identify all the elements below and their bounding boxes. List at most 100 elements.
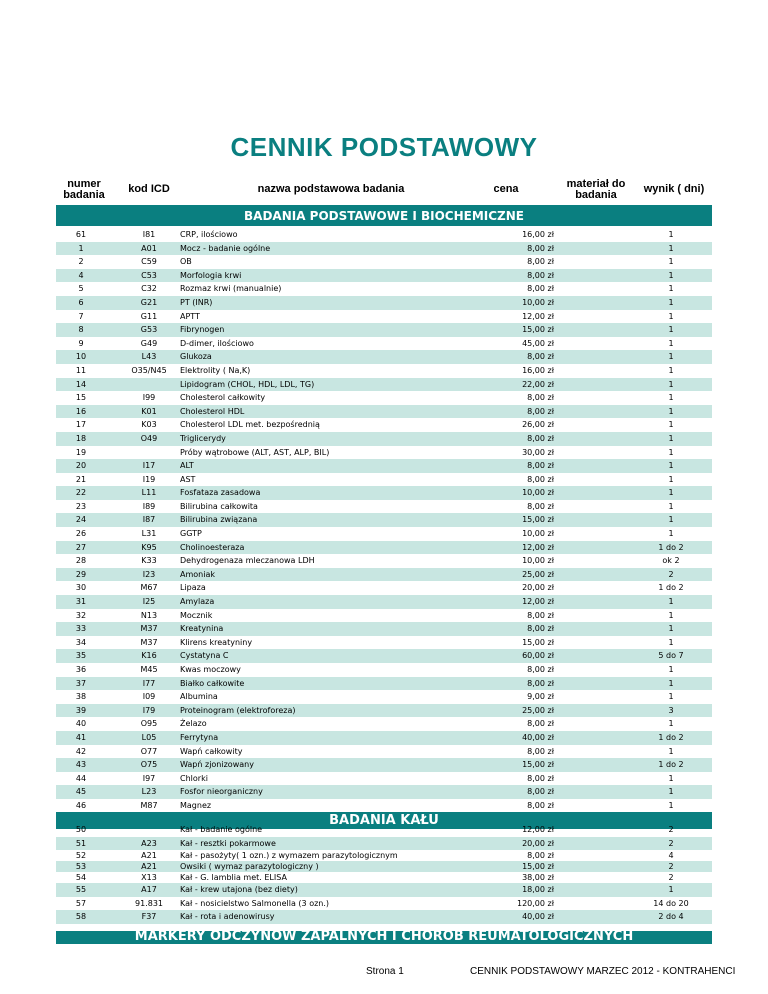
table-row: 23 I89 Bilirubina całkowita 8,00 zł 1 (56, 500, 712, 514)
row-result-days: 2 (668, 838, 674, 848)
row-icd-code: 91.831 (135, 898, 163, 908)
row-test-name: Fosfor nieorganiczny (180, 787, 263, 797)
row-test-name: Wapń całkowity (180, 746, 243, 756)
row-number: 14 (75, 379, 87, 389)
row-icd-code: K33 (141, 556, 157, 566)
row-price: 9,00 zł (527, 692, 554, 702)
row-icd-code: I23 (142, 569, 156, 579)
row-result-days: 14 do 20 (653, 898, 689, 908)
row-price: 12,00 zł (522, 542, 554, 552)
row-number: 19 (75, 447, 87, 457)
row-test-name: Rozmaz krwi (manualnie) (180, 284, 282, 294)
row-icd-code: I99 (142, 393, 156, 403)
row-number: 40 (75, 719, 87, 729)
row-test-name: Cholinoesteraza (180, 542, 245, 552)
table-row: 1 A01 Mocz - badanie ogólne 8,00 zł 1 (56, 241, 712, 256)
row-icd-code: G21 (140, 297, 158, 307)
row-number: 2 (78, 257, 84, 267)
row-price: 10,00 zł (522, 488, 554, 498)
row-test-name: Kał - resztki pokarmowe (180, 838, 276, 848)
row-price: 22,00 zł (522, 379, 554, 389)
section-title: BADANIA KAŁU (329, 813, 439, 828)
row-test-name: Chlorki (180, 773, 208, 783)
row-test-name: Ferrytyna (180, 732, 219, 742)
row-number: 16 (75, 406, 87, 416)
row-number: 18 (75, 433, 87, 443)
section-band-kal: BADANIA KAŁU (56, 812, 712, 829)
row-test-name: Magnez (180, 800, 212, 810)
table-row: 58 F37 Kał - rota i adenowirusy 40,00 zł 2 d… (56, 910, 712, 924)
row-icd-code: M37 (140, 624, 158, 634)
row-price: 15,00 zł (522, 760, 554, 770)
row-result-days: 1 (668, 515, 674, 525)
row-number: 34 (75, 637, 87, 647)
row-number: 8 (78, 325, 84, 335)
row-result-days: 1 (668, 379, 674, 389)
table-row: 8 G53 Fibrynogen 15,00 zł 1 (56, 323, 712, 337)
row-price: 15,00 zł (522, 515, 554, 525)
table-row: 45 L23 Fosfor nieorganiczny 8,00 zł 1 (56, 785, 712, 799)
row-result-days: 1 do 2 (658, 760, 684, 770)
row-icd-code: I81 (142, 230, 156, 239)
row-icd-code: K03 (141, 420, 157, 430)
row-test-name: APTT (180, 311, 200, 321)
row-price: 26,00 zł (522, 420, 554, 430)
row-price: 25,00 zł (522, 705, 554, 715)
row-icd-code: A23 (141, 838, 157, 848)
row-number: 43 (75, 760, 87, 770)
row-test-name: Kał - badanie ogólne (180, 825, 263, 834)
row-test-name: Fosfataza zasadowa (180, 488, 261, 498)
row-result-days: 1 (668, 406, 674, 416)
table-row: 41 L05 Ferrytyna 40,00 zł 1 do 2 (56, 730, 712, 745)
row-result-days: 5 do 7 (658, 651, 684, 661)
table-row: 57 91.831 Kał - nosicielstwo Salmonella (3… (56, 897, 712, 911)
row-number: 36 (75, 665, 87, 674)
row-result-days: 3 (668, 705, 674, 715)
row-result-days: 1 (668, 719, 674, 729)
row-number: 32 (75, 610, 87, 620)
row-test-name: Kwas moczowy (180, 665, 241, 674)
row-icd-code: G49 (140, 338, 158, 348)
row-result-days: 1 (668, 297, 674, 307)
row-icd-code: O77 (140, 746, 158, 756)
row-price: 10,00 zł (522, 556, 554, 566)
table-row: 52 A21 Kał - pasożyty( 1 ozn.) z wymazem p… (56, 850, 712, 861)
row-price: 30,00 zł (522, 447, 554, 457)
table-row: 10 L43 Glukoza 8,00 zł 1 (56, 350, 712, 364)
row-icd-code: C53 (141, 270, 157, 280)
row-result-days: 2 (668, 862, 674, 872)
row-test-name: Klirens kreatyniny (180, 637, 253, 647)
row-icd-code: F37 (141, 912, 157, 922)
row-result-days: 1 (668, 447, 674, 457)
row-number: 41 (75, 732, 87, 742)
row-test-name: Proteinogram (elektroforeza) (180, 705, 296, 715)
row-result-days: 1 (668, 610, 674, 620)
row-price: 45,00 zł (522, 338, 554, 348)
row-result-days: ok 2 (662, 556, 680, 566)
row-price: 16,00 zł (522, 230, 554, 239)
row-price: 8,00 zł (527, 461, 554, 471)
row-price: 8,00 zł (527, 624, 554, 634)
row-icd-code: I79 (142, 705, 156, 715)
row-result-days: 1 (668, 488, 674, 498)
row-icd-code: X13 (141, 873, 157, 883)
row-icd-code: K01 (141, 406, 157, 416)
row-result-days: 1 (668, 678, 674, 688)
row-result-days: 1 (668, 352, 674, 362)
row-number: 39 (75, 705, 87, 715)
row-price: 18,00 zł (522, 885, 554, 895)
row-result-days: 1 (668, 393, 674, 403)
row-result-days: 1 do 2 (658, 583, 684, 593)
row-test-name: AST (180, 474, 196, 484)
row-icd-code: O95 (140, 719, 158, 729)
row-result-days: 1 (668, 284, 674, 294)
row-number: 61 (75, 230, 87, 239)
row-price: 8,00 zł (527, 433, 554, 443)
row-price: 12,00 zł (522, 311, 554, 321)
row-icd-code: L11 (141, 488, 157, 498)
row-number: 58 (75, 912, 87, 922)
row-result-days: 1 (668, 787, 674, 797)
table-row: 29 I23 Amoniak 25,00 zł 2 (56, 567, 712, 582)
table-row: 20 I17 ALT 8,00 zł 1 (56, 459, 712, 473)
header-cena: cena (493, 183, 519, 195)
